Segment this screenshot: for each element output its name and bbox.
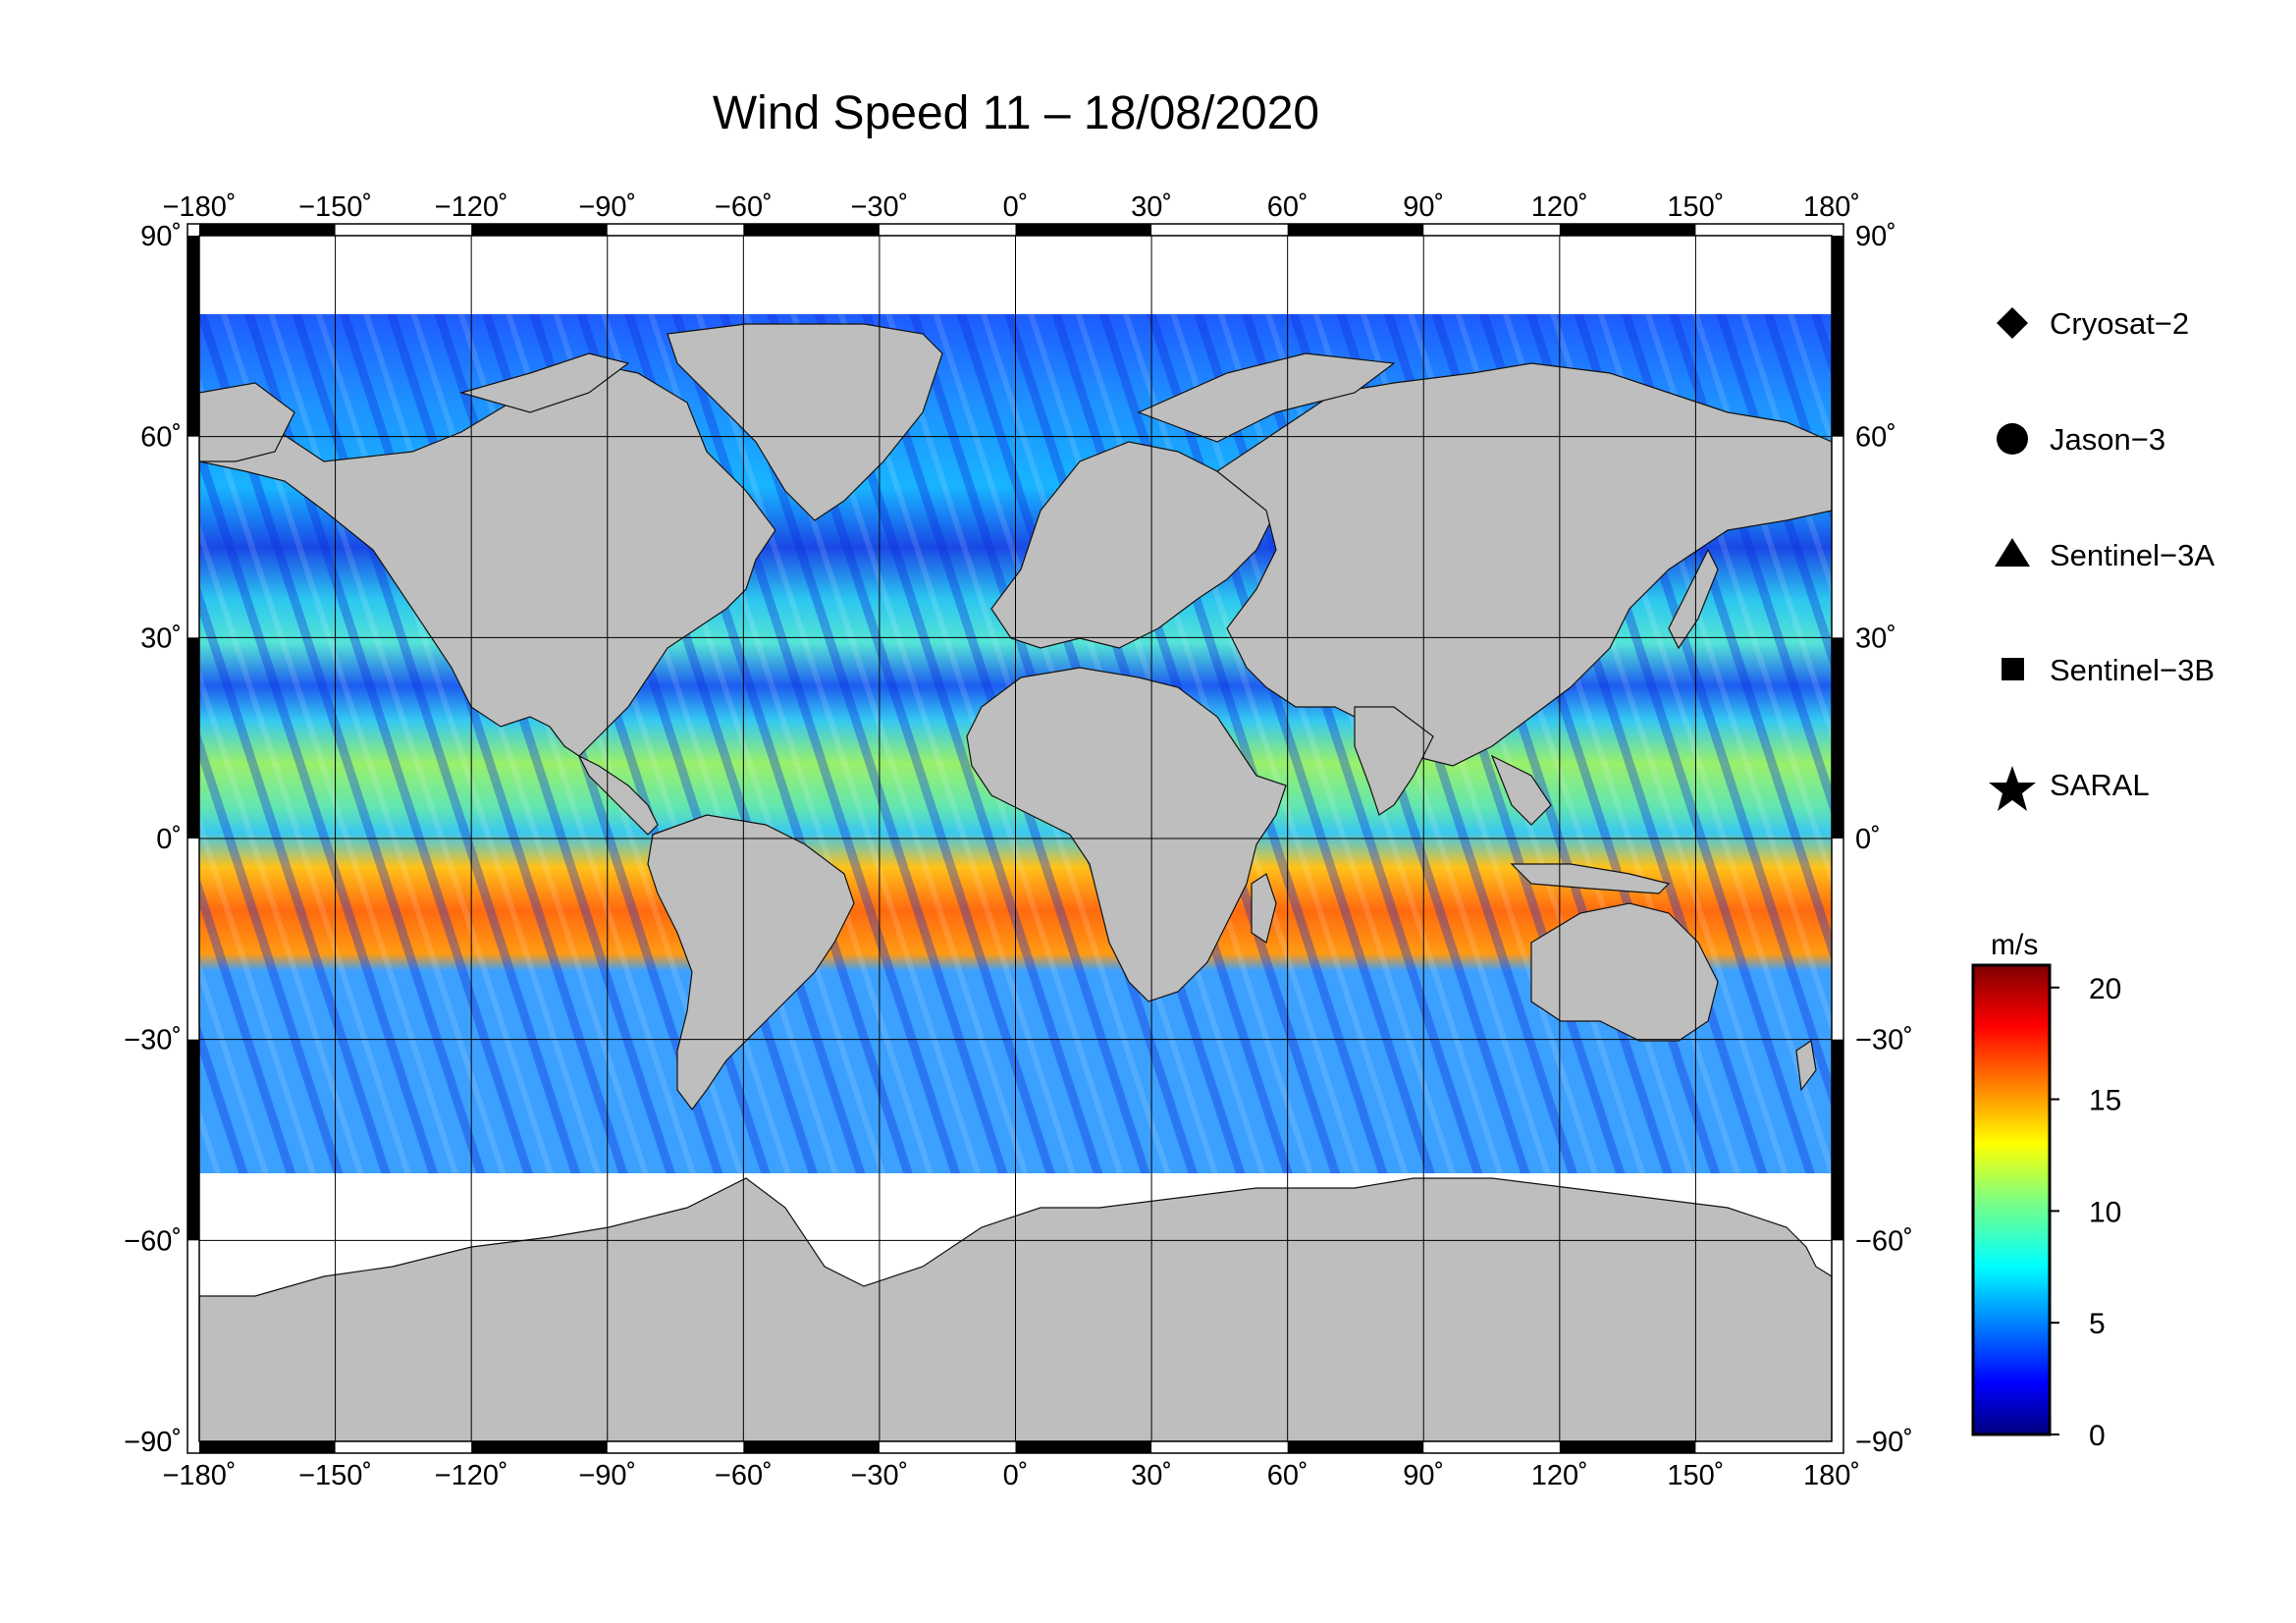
lat-tick-label: −60˚ [1855,1225,1913,1257]
south-america [647,814,855,1110]
lon-tick-label: 60˚ [1267,1460,1308,1491]
legend-item-jason: Jason−3 [1997,422,2165,457]
lon-tick-label: −120˚ [435,1460,508,1491]
frame-bar-top [743,224,880,236]
lat-tick-label: 0˚ [156,824,182,855]
lat-tick-label: 0˚ [1855,824,1881,855]
lon-tick-label: −150˚ [298,1460,372,1491]
frame-bar-right [1832,236,1843,437]
frame-bar-bottom [199,1441,336,1453]
triangle-icon [1995,538,2030,567]
lon-tick-label: −60˚ [715,1460,773,1491]
central-america [577,754,659,836]
lon-tick-label: 120˚ [1531,191,1588,223]
colorbar: m/s 20 15 10 5 0 [1971,929,2121,1452]
frame-bar-top [199,224,336,236]
india [1354,706,1434,816]
lat-tick-label: 60˚ [140,422,182,454]
satellite-legend: Cryosat−2 Jason−3 Sentinel−3A Sentinel−3… [1989,306,2215,811]
star-icon [1989,766,2036,811]
lon-tick-label: 180˚ [1803,191,1860,223]
square-icon [2002,658,2024,680]
colorbar-tick-label: 15 [2089,1085,2121,1117]
circle-icon [1997,423,2028,455]
colorbar-gradient [1971,963,2052,1436]
frame-bar-bottom [471,1441,608,1453]
lon-tick-label: −180˚ [163,1460,237,1491]
lon-tick-label: 60˚ [1267,191,1308,223]
diamond-icon [1997,307,2028,339]
lon-tick-label: 0˚ [1003,191,1029,223]
lat-tick-label: −60˚ [124,1225,182,1257]
frame-bar-left [187,637,199,839]
legend-label-sentinel3a: Sentinel−3A [2050,538,2215,572]
legend-item-saral: SARAL [1989,766,2150,811]
asia [1215,362,1832,767]
lon-ticks-bottom: −180˚ −150˚ −120˚ −90˚ −60˚ −30˚ 0˚ 30˚ 60˚ 90˚ 12… [163,1460,1861,1491]
greenland [667,323,943,521]
legend-item-sentinel3b: Sentinel−3B [2002,653,2215,687]
frame-bar-left [187,1039,199,1241]
lon-tick-label: 90˚ [1403,1460,1444,1491]
australia [1530,902,1719,1042]
lon-tick-label: 120˚ [1531,1460,1588,1491]
frame-bar-bottom [1015,1441,1152,1453]
lon-tick-label: −120˚ [435,191,508,223]
frame-bar-left [187,236,199,437]
lat-tick-label: −30˚ [124,1025,182,1056]
lat-tick-label: 90˚ [1855,221,1896,252]
frame-bar-bottom [743,1441,880,1453]
frame-bar-top [471,224,608,236]
frame-bar-bottom [1287,1441,1424,1453]
lat-tick-label: 60˚ [1855,422,1896,454]
lat-ticks-left: 90˚ 60˚ 30˚ 0˚ −30˚ −60˚ −90˚ [124,221,182,1458]
frame-bar-bottom [1559,1441,1696,1453]
colorbar-tick-label: 20 [2089,973,2121,1005]
lat-tick-label: −30˚ [1855,1025,1913,1056]
lon-tick-label: 90˚ [1403,191,1444,223]
legend-label-sentinel3b: Sentinel−3B [2050,653,2215,687]
legend-label-saral: SARAL [2050,768,2150,802]
legend-item-cryosat: Cryosat−2 [1997,306,2189,341]
lon-tick-label: 30˚ [1131,1460,1172,1491]
frame-bar-top [1287,224,1424,236]
lat-tick-label: 30˚ [1855,622,1896,654]
colorbar-ticks: 20 15 10 5 0 [2050,973,2121,1452]
lon-tick-label: 0˚ [1003,1460,1029,1491]
legend-label-jason: Jason−3 [2050,422,2165,457]
frame-bar-right [1832,637,1843,839]
lon-tick-label: −150˚ [298,191,372,223]
lon-tick-label: −30˚ [850,1460,908,1491]
lat-tick-label: −90˚ [1855,1427,1913,1458]
colorbar-tick-label: 5 [2089,1308,2106,1340]
lon-tick-label: −180˚ [163,191,237,223]
lat-tick-label: −90˚ [124,1427,182,1458]
europe [990,441,1277,649]
frame-bar-top [1015,224,1152,236]
lon-tick-label: −30˚ [850,191,908,223]
lon-tick-label: 150˚ [1667,191,1724,223]
lon-tick-label: 30˚ [1131,191,1172,223]
colorbar-unit: m/s [1991,929,2038,961]
frame-bar-top [1559,224,1696,236]
frame-bar-right [1832,1039,1843,1241]
lon-tick-label: 180˚ [1803,1460,1860,1491]
colorbar-tick-label: 0 [2089,1420,2106,1452]
map-title: Wind Speed 11 – 18/08/2020 [712,87,1320,139]
legend-item-sentinel3a: Sentinel−3A [1995,538,2215,572]
lon-tick-label: −60˚ [715,191,773,223]
legend-label-cryosat: Cryosat−2 [2050,306,2189,341]
lon-ticks-top: −180˚ −150˚ −120˚ −90˚ −60˚ −30˚ 0˚ 30˚ 60˚ 90˚ 12… [163,191,1861,223]
map-frame [187,223,1844,1454]
lat-tick-label: 90˚ [140,221,182,252]
lon-tick-label: −90˚ [578,191,636,223]
africa [966,667,1287,1002]
lon-tick-label: 150˚ [1667,1460,1724,1491]
lat-ticks-right: 90˚ 60˚ 30˚ 0˚ −30˚ −60˚ −90˚ [1855,221,1913,1458]
lon-tick-label: −90˚ [578,1460,636,1491]
lat-tick-label: 30˚ [140,622,182,654]
land-masses [199,323,1832,1110]
colorbar-tick-label: 10 [2089,1196,2121,1228]
